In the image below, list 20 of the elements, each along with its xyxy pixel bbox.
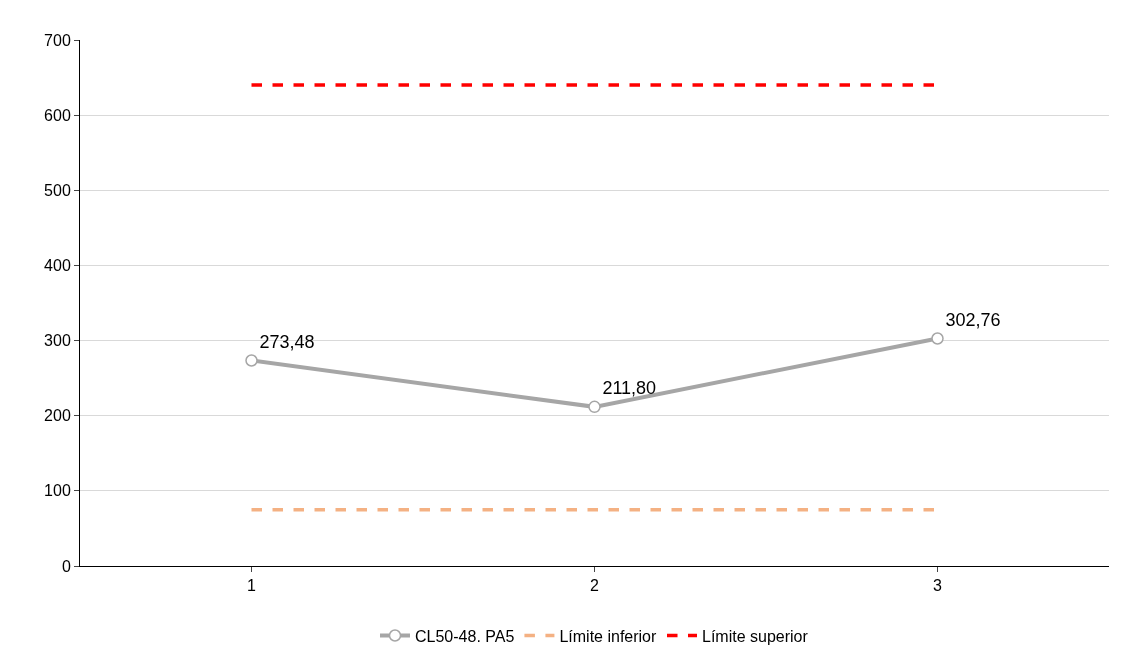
data-label: 273,48: [259, 332, 315, 353]
point: [931, 332, 944, 345]
x-tick-label: 3: [933, 577, 943, 595]
point: [245, 354, 258, 367]
y-tick-label: 600: [44, 106, 71, 124]
x-tick-label: 2: [590, 577, 600, 595]
y-tick-label: 0: [61, 557, 71, 575]
data-label: 211,80: [602, 378, 657, 399]
x-tick-label: 1: [247, 577, 257, 595]
data-label: 302,76: [945, 310, 1001, 331]
y-tick-label: 100: [44, 482, 71, 500]
y-tick-label: 700: [44, 31, 71, 49]
point: [588, 400, 601, 414]
legend-label: Límite inferior: [559, 627, 658, 645]
y-tick-label: 300: [44, 332, 71, 350]
legend-label: CL50-48. PA5: [415, 627, 515, 645]
y-tick-label: 400: [44, 257, 71, 275]
y-tick-label: 200: [44, 407, 71, 425]
legend-label: Límite superior: [702, 627, 809, 645]
y-tick-label: 500: [44, 181, 71, 199]
